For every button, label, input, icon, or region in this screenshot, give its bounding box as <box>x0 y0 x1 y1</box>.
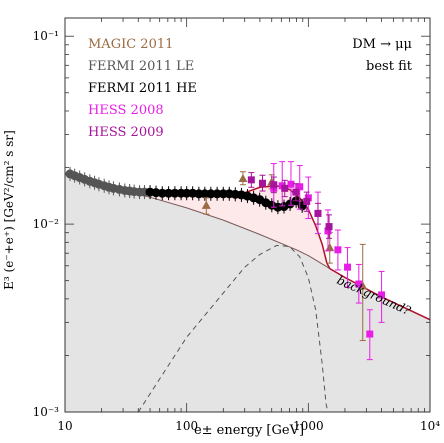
hess2008-point <box>334 246 342 254</box>
chart-points <box>65 161 386 361</box>
legend-left-entry: FERMI 2011 HE <box>88 81 197 96</box>
x-tick-label: 10⁴ <box>420 419 440 433</box>
hess2008-point <box>304 194 312 202</box>
fermi-he-point <box>164 188 174 198</box>
fermi-he-point <box>212 189 222 199</box>
plot-frame <box>64 17 431 413</box>
signal-curve <box>137 244 329 413</box>
hess2009-point <box>314 209 322 217</box>
legend-left-entry: FERMI 2011 LE <box>88 59 194 74</box>
x-tick-label: 1000 <box>293 419 324 433</box>
magic-point <box>201 200 211 209</box>
y-axis-title: E³ (e⁻+e⁺) [GeV²/cm² s sr] <box>2 130 16 290</box>
hess2009-point <box>292 188 300 196</box>
magic-point <box>238 173 248 183</box>
hess2009-point <box>303 197 311 205</box>
legend-right-entry: best fit <box>366 59 413 74</box>
hess2009-point <box>325 223 333 231</box>
fermi-he-point <box>157 188 167 198</box>
hess2009-point <box>281 184 289 192</box>
hess2008-point <box>296 183 304 191</box>
legend-left-entry: HESS 2009 <box>88 125 164 140</box>
chart-labels: 10 100 1000 10⁴ 10⁻³ 10⁻² 10⁻¹ MAGIC 2011 FERMI … <box>33 29 441 433</box>
fermi-he-point <box>170 188 180 198</box>
hess2008-point <box>287 180 295 188</box>
y-tick-label: 10⁻² <box>33 217 60 231</box>
x-axis-title: e± energy [GeV] <box>194 423 304 438</box>
fermi-he-point <box>206 189 216 199</box>
hess2009-point <box>258 179 266 187</box>
background-region <box>65 173 430 412</box>
hess2008-point <box>355 280 363 288</box>
legend-right-entry: DM → μμ <box>352 37 412 52</box>
hess2008-point <box>366 330 374 338</box>
hess2009-point <box>270 181 278 189</box>
x-tick-label: 10 <box>57 419 72 433</box>
y-tick-label: 10⁻³ <box>33 405 60 419</box>
hess2009-point <box>247 176 255 184</box>
y-tick-label: 10⁻¹ <box>33 29 59 43</box>
hess2008-point <box>324 227 332 235</box>
hess2008-point <box>344 263 352 271</box>
hess2008-point <box>378 291 386 299</box>
legend-left-entry: HESS 2008 <box>88 103 164 118</box>
x-tick-label: 100 <box>175 419 198 433</box>
legend-left-entry: MAGIC 2011 <box>88 37 173 52</box>
